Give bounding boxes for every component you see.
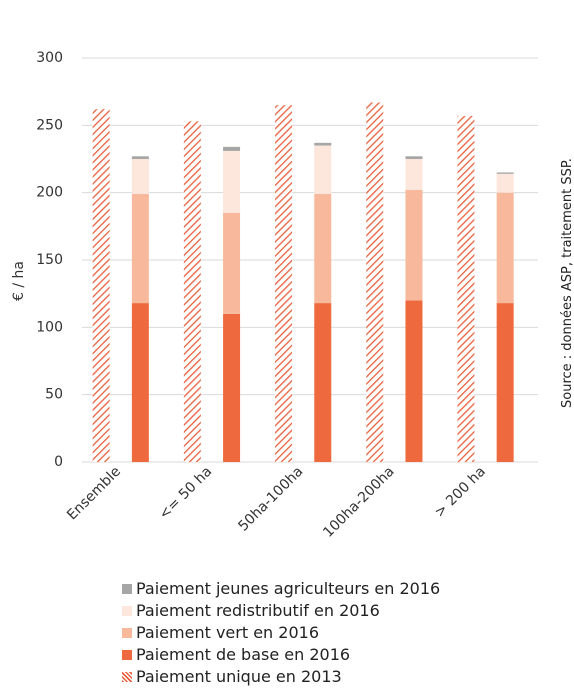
legend-label: Paiement redistributif en 2016 xyxy=(136,601,380,620)
bar-2013-3 xyxy=(366,102,384,462)
bar-2016-segment-0-4 xyxy=(496,303,514,462)
bar-2016-segment-1-0 xyxy=(131,194,149,304)
bar-2016-segment-3-0 xyxy=(131,156,149,159)
y-tick-label: 150 xyxy=(36,252,63,268)
legend-swatch xyxy=(122,672,132,682)
y-tick-label: 100 xyxy=(36,319,63,335)
bar-2016-segment-0-0 xyxy=(131,303,149,462)
bar-2016-segment-0-1 xyxy=(223,313,241,462)
bar-2016-segment-0-3 xyxy=(405,300,423,462)
legend-swatch xyxy=(122,628,132,638)
legend-item: Paiement vert en 2016 xyxy=(122,622,440,644)
legend-label: Paiement unique en 2013 xyxy=(136,667,342,686)
legend-swatch xyxy=(122,584,132,594)
bar-2016-segment-1-1 xyxy=(223,212,241,314)
legend-label: Paiement de base en 2016 xyxy=(136,645,351,664)
y-tick-label: 0 xyxy=(54,454,63,470)
bar-2013-2 xyxy=(275,105,293,462)
bars xyxy=(92,102,514,462)
legend-swatch xyxy=(122,650,132,660)
bar-2016-segment-2-2 xyxy=(314,145,332,195)
bar-2016-segment-2-1 xyxy=(223,150,241,213)
source-note: Source : données ASP, traitement SSP. xyxy=(560,158,574,408)
y-axis-label: € / ha xyxy=(11,261,27,301)
y-axis-ticks: 0 50 100 150 200 250 300 xyxy=(36,50,63,470)
bar-2016-segment-3-2 xyxy=(314,142,332,146)
bar-2016-segment-2-3 xyxy=(405,159,423,190)
bar-2016-segment-0-2 xyxy=(314,303,332,462)
x-tick-label: 100ha-200ha xyxy=(320,464,397,541)
legend-item: Paiement unique en 2013 xyxy=(122,666,440,688)
legend-swatch xyxy=(122,606,132,616)
bar-2013-4 xyxy=(457,115,475,462)
legend-item: Paiement de base en 2016 xyxy=(122,644,440,666)
bar-2016-segment-1-2 xyxy=(314,194,332,304)
bar-2013-1 xyxy=(183,121,201,462)
x-tick-label: <= 50 ha xyxy=(156,464,215,523)
legend-item: Paiement redistributif en 2016 xyxy=(122,600,440,622)
bar-2016-segment-2-0 xyxy=(131,159,149,195)
bar-2016-segment-3-4 xyxy=(496,172,514,174)
bar-2016-segment-1-3 xyxy=(405,189,423,301)
bar-2016-segment-3-1 xyxy=(223,146,241,151)
y-tick-label: 200 xyxy=(36,185,63,201)
legend-label: Paiement jeunes agriculteurs en 2016 xyxy=(136,579,441,598)
x-tick-label: > 200 ha xyxy=(432,464,489,521)
x-tick-label: 50ha-100ha xyxy=(235,464,306,535)
y-tick-label: 250 xyxy=(36,117,63,133)
bar-2013-0 xyxy=(92,109,110,462)
legend-label: Paiement vert en 2016 xyxy=(136,623,319,642)
x-tick-label: Ensemble xyxy=(64,464,124,524)
x-axis-ticks: Ensemble <= 50 ha 50ha-100ha 100ha-200ha > 2… xyxy=(64,464,489,541)
gridlines xyxy=(82,57,538,463)
bar-chart: 0 50 100 150 200 250 300 Ensemble <= 50 ha 50ha-… xyxy=(11,50,538,541)
bar-2016-segment-1-4 xyxy=(496,192,514,304)
y-tick-label: 50 xyxy=(45,387,63,403)
legend-item: Paiement jeunes agriculteurs en 2016 xyxy=(122,578,440,600)
bar-2016-segment-2-4 xyxy=(496,173,514,193)
legend: Paiement jeunes agriculteurs en 2016 Paie… xyxy=(122,578,440,688)
y-tick-label: 300 xyxy=(36,50,63,66)
bar-2016-segment-3-3 xyxy=(405,156,423,159)
